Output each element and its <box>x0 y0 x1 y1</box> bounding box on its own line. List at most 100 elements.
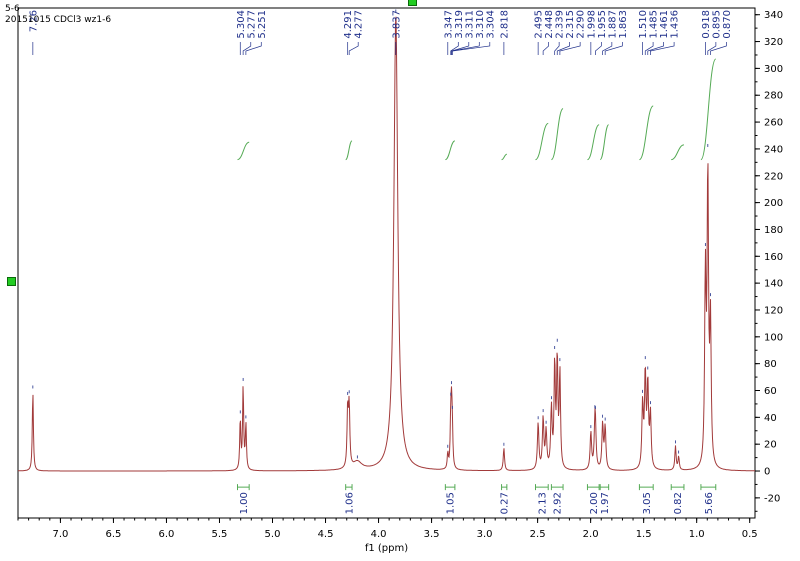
peak-leader <box>554 42 560 55</box>
peak-label: 1.461 <box>659 10 670 39</box>
peak-label: 3.837 <box>391 10 402 39</box>
peak-label: 1.436 <box>670 10 681 39</box>
y-tick-label: 140 <box>764 279 783 290</box>
y-tick-label: 280 <box>764 91 783 102</box>
peak-label: 2.315 <box>565 10 576 39</box>
peak-label: 5.304 <box>236 10 247 39</box>
peak-label: 0.918 <box>701 10 712 39</box>
peak-leader <box>450 42 459 55</box>
integral-curve <box>638 105 654 161</box>
peak-label: 5.277 <box>246 10 257 39</box>
peak-label: 1.863 <box>618 10 629 39</box>
y-tick-label: 340 <box>764 10 783 21</box>
peak-leader <box>348 42 359 55</box>
spectrum-trace <box>17 16 755 472</box>
peak-leader <box>710 42 727 55</box>
top-resize-handle[interactable] <box>408 0 417 6</box>
peak-label: 7.26 <box>28 10 39 32</box>
y-tick-label: -20 <box>764 493 780 504</box>
peak-leader <box>602 42 613 55</box>
x-tick-label: 2.5 <box>530 529 546 540</box>
peak-leader <box>650 42 675 55</box>
y-tick-label: 20 <box>764 440 777 451</box>
integral-curve <box>445 140 456 161</box>
sample-id: 5-6 <box>5 4 20 14</box>
peak-label: 2.290 <box>576 10 587 39</box>
peak-leader <box>242 42 252 55</box>
integral-value: 3.05 <box>642 492 653 514</box>
y-tick-label: 40 <box>764 413 777 424</box>
peak-label: 1.955 <box>597 10 608 39</box>
peak-label: 3.319 <box>454 10 465 39</box>
y-tick-label: 260 <box>764 118 783 129</box>
peak-label: 1.998 <box>586 10 597 39</box>
integral-curve <box>586 124 600 161</box>
peak-leader <box>644 42 654 55</box>
x-tick-label: 3.0 <box>477 529 493 540</box>
peak-label: 5.251 <box>257 10 268 39</box>
peak-label: 2.448 <box>544 10 555 39</box>
peak-label: 1.887 <box>607 10 618 39</box>
x-axis-label: f1 (ppm) <box>365 543 408 554</box>
x-tick-label: 5.5 <box>212 529 228 540</box>
peak-label: 3.310 <box>475 10 486 39</box>
peak-label: 3.304 <box>485 10 496 39</box>
peak-label: 3.347 <box>443 10 454 39</box>
x-tick-label: 0.5 <box>742 529 758 540</box>
peak-leader <box>559 42 581 55</box>
integral-curve <box>550 108 564 161</box>
peak-label: 1.485 <box>649 10 660 39</box>
integral-value: 0.27 <box>500 492 511 514</box>
integral-curve <box>671 144 685 161</box>
y-tick-label: 0 <box>764 467 770 478</box>
peak-leader <box>556 42 570 55</box>
y-tick-label: 320 <box>764 37 783 48</box>
integral-value: 0.82 <box>673 492 684 514</box>
left-resize-handle[interactable] <box>7 277 16 286</box>
integral-curve <box>535 122 549 161</box>
y-tick-label: 240 <box>764 144 783 155</box>
peak-label: 0.870 <box>722 10 733 39</box>
integral-value: 2.00 <box>589 492 600 514</box>
peak-leader <box>604 42 623 55</box>
peak-leader <box>245 42 262 55</box>
integral-value: 1.05 <box>446 492 457 514</box>
x-tick-label: 2.0 <box>583 529 599 540</box>
peak-label: 3.311 <box>464 10 475 39</box>
y-tick-label: 160 <box>764 252 783 263</box>
x-tick-label: 4.0 <box>371 529 387 540</box>
integral-value: 1.00 <box>239 492 250 514</box>
y-tick-label: 180 <box>764 225 783 236</box>
x-tick-label: 5.0 <box>265 529 281 540</box>
integral-value: 5.66 <box>704 492 715 514</box>
peak-leader <box>595 42 602 55</box>
integral-curve <box>599 124 610 161</box>
y-tick-label: 80 <box>764 359 777 370</box>
x-tick-label: 6.0 <box>159 529 175 540</box>
y-tick-label: 120 <box>764 305 783 316</box>
plot-frame <box>17 7 756 519</box>
experiment-title: 20151015 CDCl3 wz1-6 <box>5 15 112 25</box>
integral-value: 2.92 <box>553 492 564 514</box>
peak-label: 4.291 <box>343 10 354 39</box>
integral-curve <box>237 141 250 161</box>
x-tick-label: 4.5 <box>318 529 334 540</box>
x-tick-label: 7.0 <box>52 529 68 540</box>
x-tick-label: 1.5 <box>636 529 652 540</box>
y-tick-label: 60 <box>764 386 777 397</box>
y-tick-label: 300 <box>764 64 783 75</box>
x-tick-label: 1.0 <box>689 529 705 540</box>
integral-curve <box>700 58 717 161</box>
peak-label: 1.510 <box>638 10 649 39</box>
peak-label: 2.495 <box>534 10 545 39</box>
peak-leader <box>542 42 549 55</box>
peak-leader <box>452 42 491 55</box>
integral-value: 2.13 <box>537 492 548 514</box>
integral-value: 1.97 <box>600 492 611 514</box>
y-tick-label: 200 <box>764 198 783 209</box>
x-tick-label: 6.5 <box>105 529 121 540</box>
y-tick-label: 100 <box>764 332 783 343</box>
peak-label: 4.277 <box>354 10 365 39</box>
